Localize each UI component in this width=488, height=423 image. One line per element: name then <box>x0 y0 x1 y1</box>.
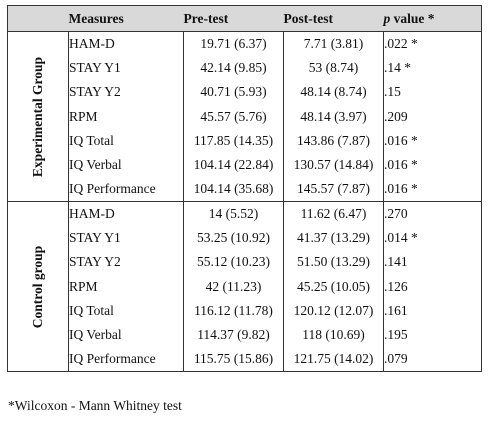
table-header: Measures Pre-test Post-test p value * <box>7 5 482 32</box>
post-test-cell: 143.86 (7.87) <box>283 128 384 153</box>
experimental-group-cell: Experimental Group <box>7 31 69 203</box>
table-row: IQ Total 117.85 (14.35) 143.86 (7.87) .0… <box>8 128 482 153</box>
measure-cell: RPM <box>68 104 184 129</box>
p-value-cell: .270 <box>383 201 482 226</box>
post-test-cell: 51.50 (13.29) <box>283 250 384 275</box>
measure-cell: STAY Y2 <box>68 80 184 105</box>
post-test-cell: 45.25 (10.05) <box>283 274 384 299</box>
table-row: Control group HAM-D 14 (5.52) 11.62 (6.4… <box>7 201 482 373</box>
control-group-section: Control group HAM-D 14 (5.52) 11.62 (6.4… <box>7 201 482 373</box>
p-value-cell: .016 * <box>383 152 482 178</box>
pre-test-cell: 104.14 (22.84) <box>183 152 284 178</box>
pre-test-cell: 115.75 (15.86) <box>183 347 284 373</box>
p-value-cell: .016 * <box>383 128 482 153</box>
post-test-cell: 120.12 (12.07) <box>283 298 384 324</box>
table-footnote: *Wilcoxon - Mann Whitney test <box>8 398 182 413</box>
measure-cell: IQ Total <box>68 298 184 324</box>
p-value-cell: .14 * <box>383 55 482 81</box>
table-row: STAY Y1 42.14 (9.85) 53 (8.74) .14 * <box>8 55 482 81</box>
measure-cell: STAY Y1 <box>68 55 184 81</box>
table-row: IQ Total 116.12 (11.78) 120.12 (12.07) .… <box>8 298 482 324</box>
group-header-cell <box>7 5 69 32</box>
post-test-cell: 48.14 (3.97) <box>283 104 384 129</box>
measure-cell: STAY Y2 <box>68 250 184 275</box>
pre-test-cell: 42.14 (9.85) <box>183 55 284 81</box>
p-value-header: p value * <box>383 5 482 32</box>
measure-cell: IQ Total <box>68 128 184 153</box>
post-test-cell: 11.62 (6.47) <box>283 201 384 226</box>
p-value-cell: .126 <box>383 274 482 299</box>
measure-cell: RPM <box>68 274 184 299</box>
post-test-cell: 121.75 (14.02) <box>283 347 384 373</box>
pre-test-cell: 104.14 (35.68) <box>183 177 284 203</box>
table-row: IQ Performance 104.14 (35.68) 145.57 (7.… <box>8 177 482 203</box>
table-row: IQ Performance 115.75 (15.86) 121.75 (14… <box>8 347 482 373</box>
pre-test-cell: 45.57 (5.76) <box>183 104 284 129</box>
post-test-cell: 53 (8.74) <box>283 55 384 81</box>
results-table: Measures Pre-test Post-test p value * Ex… <box>7 5 482 373</box>
p-value-cell: .022 * <box>383 31 482 56</box>
experimental-group-section: Experimental Group HAM-D 19.71 (6.37) 7.… <box>7 31 482 203</box>
table-row: STAY Y2 55.12 (10.23) 51.50 (13.29) .141 <box>8 250 482 275</box>
p-value-cell: .15 <box>383 80 482 105</box>
measure-cell: IQ Performance <box>68 177 184 203</box>
post-test-cell: 48.14 (8.74) <box>283 80 384 105</box>
pre-test-cell: 116.12 (11.78) <box>183 298 284 324</box>
p-value-cell: .014 * <box>383 225 482 251</box>
pre-test-cell: 19.71 (6.37) <box>183 31 284 56</box>
p-value-cell: .161 <box>383 298 482 324</box>
measure-cell: HAM-D <box>68 31 184 56</box>
pre-test-cell: 53.25 (10.92) <box>183 225 284 251</box>
measure-cell: IQ Verbal <box>68 152 184 178</box>
post-test-cell: 145.57 (7.87) <box>283 177 384 203</box>
p-value-cell: .141 <box>383 250 482 275</box>
table-row: RPM 42 (11.23) 45.25 (10.05) .126 <box>8 274 482 299</box>
pre-test-cell: 14 (5.52) <box>183 201 284 226</box>
experimental-group-label: Experimental Group <box>30 56 45 177</box>
p-value-cell: .195 <box>383 323 482 348</box>
measure-cell: STAY Y1 <box>68 225 184 251</box>
control-group-cell: Control group <box>7 201 69 373</box>
table-row: STAY Y1 53.25 (10.92) 41.37 (13.29) .014… <box>8 225 482 251</box>
table-row: IQ Verbal 114.37 (9.82) 118 (10.69) .195 <box>8 323 482 348</box>
p-value-cell: .209 <box>383 104 482 129</box>
table-row: RPM 45.57 (5.76) 48.14 (3.97) .209 <box>8 104 482 129</box>
measure-cell: HAM-D <box>68 201 184 226</box>
p-value-cell: .079 <box>383 347 482 373</box>
table-row: STAY Y2 40.71 (5.93) 48.14 (8.74) .15 <box>8 80 482 105</box>
pre-test-cell: 55.12 (10.23) <box>183 250 284 275</box>
header-row: Measures Pre-test Post-test p value * <box>7 5 482 32</box>
measure-cell: IQ Verbal <box>68 323 184 348</box>
p-value-header-rest: value * <box>390 10 435 26</box>
pre-test-cell: 114.37 (9.82) <box>183 323 284 348</box>
pre-test-cell: 117.85 (14.35) <box>183 128 284 153</box>
pre-test-cell: 42 (11.23) <box>183 274 284 299</box>
pre-test-cell: 40.71 (5.93) <box>183 80 284 105</box>
measure-cell: IQ Performance <box>68 347 184 373</box>
p-value-header-italic: p <box>383 10 391 26</box>
control-group-label: Control group <box>30 245 45 328</box>
p-value-cell: .016 * <box>383 177 482 203</box>
measures-header: Measures <box>68 5 184 32</box>
post-test-cell: 41.37 (13.29) <box>283 225 384 251</box>
table-row: Experimental Group HAM-D 19.71 (6.37) 7.… <box>7 31 482 203</box>
pre-test-header: Pre-test <box>183 5 284 32</box>
post-test-cell: 118 (10.69) <box>283 323 384 348</box>
post-test-cell: 7.71 (3.81) <box>283 31 384 56</box>
post-test-header: Post-test <box>283 5 384 32</box>
table-row: IQ Verbal 104.14 (22.84) 130.57 (14.84) … <box>8 152 482 178</box>
post-test-cell: 130.57 (14.84) <box>283 152 384 178</box>
